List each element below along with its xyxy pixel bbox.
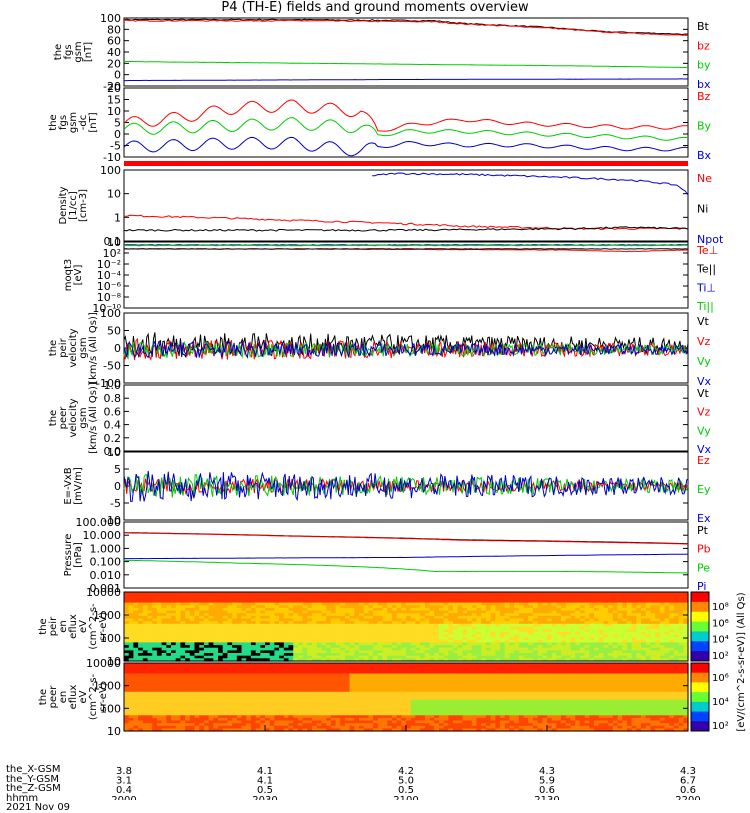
y-tick-label: 10000 xyxy=(86,586,121,599)
y-tick-label: 100 xyxy=(100,307,121,320)
y-axis-label-line: [eV] xyxy=(73,265,84,286)
y-axis-label: Density[1/cc][cm-3] xyxy=(58,186,89,224)
panel-frame xyxy=(124,385,688,451)
y-axis-label: E=-VxB[mV/m] xyxy=(63,467,84,505)
series-line xyxy=(124,249,688,250)
y-tick-label: 0 xyxy=(114,480,121,493)
panel-frame xyxy=(124,18,688,86)
y-tick-label: 10.000 xyxy=(83,529,122,542)
series-line xyxy=(124,61,688,67)
legend-entry: Pi xyxy=(697,580,706,593)
y-axis-label-line: [nPa] xyxy=(73,542,84,568)
legend-entry: Ti|| xyxy=(696,300,714,313)
series-line xyxy=(372,173,688,195)
y-tick-label: 10 xyxy=(107,188,121,201)
y-tick-label: 0.8 xyxy=(104,392,122,405)
y-axis-label-line: [km/s (All Qs)] xyxy=(88,382,99,454)
series-line xyxy=(124,100,688,131)
legend-entry: Vz xyxy=(697,335,711,348)
y-tick-label: 5 xyxy=(114,463,121,476)
y-tick-label: 10 xyxy=(107,446,121,459)
y-tick-label: 0.6 xyxy=(104,405,122,418)
legend-entry: Bz xyxy=(697,90,711,103)
y-tick-label: 100.000 xyxy=(76,516,122,529)
y-axis-label-line: [km/s (All Qs)] xyxy=(88,312,99,384)
y-axis-label-line: sr-eV) xyxy=(98,612,109,641)
series-line xyxy=(124,20,688,35)
y-tick-label: 1 xyxy=(114,211,121,224)
y-tick-label: -50 xyxy=(103,360,121,373)
y-axis-label-line: [nT] xyxy=(83,42,94,62)
chart-title: P4 (TH-E) fields and ground moments over… xyxy=(0,0,750,15)
series-line xyxy=(124,560,688,573)
y-tick-label: 0.4 xyxy=(104,419,122,432)
y-axis-label-line: [cm-3] xyxy=(78,189,89,222)
legend-entry: Pe xyxy=(697,561,710,574)
panel-frame xyxy=(124,242,688,308)
legend-entry: By xyxy=(697,120,712,133)
y-axis-label: Pressure[nPa] xyxy=(63,534,84,577)
legend-entry: Ey xyxy=(697,483,711,496)
legend-entry: Vy xyxy=(697,355,711,368)
legend-entry: Vt xyxy=(697,315,710,328)
legend-entry: Te|| xyxy=(696,263,716,276)
legend-entry: by xyxy=(697,59,711,72)
y-tick-label: -5 xyxy=(110,497,121,510)
legend-entry: bz xyxy=(697,39,710,52)
legend-entry: Te⊥ xyxy=(696,244,718,257)
y-tick-label: 0 xyxy=(114,342,121,355)
legend-entry: Ez xyxy=(697,454,710,467)
legend-entry: Vz xyxy=(697,406,711,419)
legend-entry: Pb xyxy=(697,543,711,556)
series-line xyxy=(124,554,688,559)
y-tick-label: 0.100 xyxy=(90,556,122,569)
y-tick-label: 1.000 xyxy=(90,542,122,555)
legend-entry: Vy xyxy=(697,424,711,437)
legend-entry: Pt xyxy=(697,524,709,537)
series-line xyxy=(124,118,688,141)
series-line xyxy=(124,533,688,544)
y-tick-label: 0.010 xyxy=(90,569,122,582)
legend-entry: Bt xyxy=(697,20,710,33)
y-axis-label-line: [nT] xyxy=(88,112,99,132)
legend-entry: Ne xyxy=(697,172,712,185)
y-axis-label-line: [mV/m] xyxy=(73,467,84,505)
y-tick-label: 50 xyxy=(107,325,121,338)
legend-entry: Vt xyxy=(697,387,710,400)
legend-entry: Bx xyxy=(697,149,712,162)
series-line xyxy=(124,471,688,502)
legend-entry: Ni xyxy=(697,203,708,216)
y-tick-label: 0.2 xyxy=(104,432,122,445)
y-axis-label: moqt3[eV] xyxy=(63,259,84,292)
series-line xyxy=(124,79,688,81)
y-tick-label: 1.0 xyxy=(104,379,122,392)
y-tick-label: 100 xyxy=(100,164,121,177)
legend-entry: Ti⊥ xyxy=(696,281,716,294)
series-line xyxy=(124,215,688,229)
y-tick-label: -10 xyxy=(103,151,121,164)
series-line xyxy=(124,137,688,155)
